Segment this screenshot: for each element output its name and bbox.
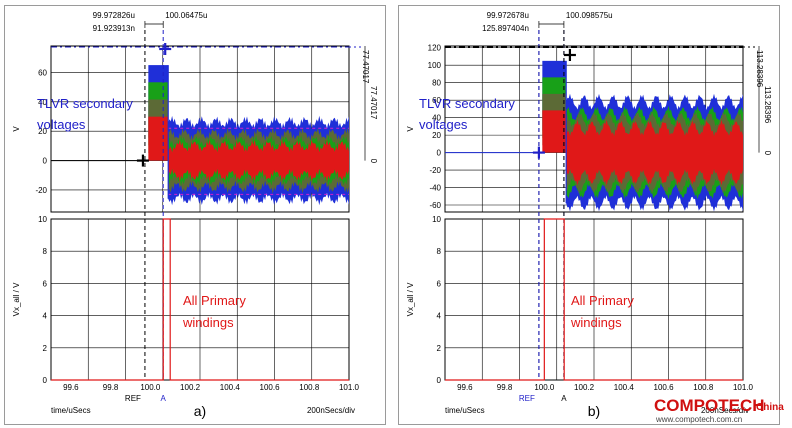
x-tick-label: 99.8 [103, 383, 119, 392]
panel-letter: b) [588, 403, 600, 419]
right-readout-zero: 0 [763, 151, 772, 156]
y-tick-label: 0 [437, 149, 442, 158]
upper-y-axis-label: V [12, 126, 21, 132]
primary-winding-trace [51, 218, 349, 381]
a-cursor-time-label: 100.098575u [566, 11, 613, 20]
x-tick-label: 99.8 [497, 383, 513, 392]
upper-y-axis-label: V [406, 126, 415, 132]
y-tick-label: 10 [432, 215, 441, 224]
watermark-brand: COMPOTECH [654, 396, 765, 415]
cursor-delta-label: 91.923913n [93, 24, 135, 33]
primary-annotation-line1: All Primary [183, 293, 246, 308]
x-tick-label: 100.6 [654, 383, 675, 392]
y-tick-label: 0 [43, 376, 48, 385]
y-tick-label: 4 [43, 312, 48, 321]
pulse-band [542, 110, 567, 153]
a-cursor-time-label: 100.06475u [165, 11, 207, 20]
y-tick-label: -60 [429, 201, 441, 210]
y-tick-label: 2 [437, 344, 442, 353]
watermark-url: www.compotech.com.cn [655, 415, 742, 424]
chart-panel-b: -60 -40 -20 0 20 40 60 80 100 120 0 2 4 6 8 10 V Vx_all /… [398, 5, 780, 425]
secondary-voltage-band [566, 119, 743, 186]
ref-cursor-label: REF [519, 394, 535, 403]
ref-cursor-time-label: 99.972678u [487, 11, 529, 20]
x-tick-label: 99.6 [63, 383, 79, 392]
right-readout-zero: 0 [369, 159, 378, 164]
panel-letter: a) [194, 403, 206, 419]
y-tick-label: -40 [429, 184, 441, 193]
secondary-annotation-line2: voltages [37, 117, 86, 132]
right-readout-mid: 77.47017 [369, 86, 378, 120]
pulse-band [148, 116, 169, 161]
chart-svg-b: -60 -40 -20 0 20 40 60 80 100 120 0 2 4 6 8 10 V Vx_all /… [406, 11, 772, 419]
chart-svg-a: -20 0 20 40 60 0 2 4 6 8 10 V Vx_all / V 99.6 99.8 100.… [12, 11, 378, 419]
y-tick-label: 4 [437, 312, 442, 321]
y-tick-label: 60 [38, 68, 47, 77]
y-tick-label: 120 [428, 44, 442, 53]
chart-panel-a: -20 0 20 40 60 0 2 4 6 8 10 V Vx_all / V 99.6 99.8 100.… [4, 5, 386, 425]
y-tick-label: -20 [35, 186, 47, 195]
y-tick-label: 10 [38, 215, 47, 224]
right-readout-mid: 113.28396 [763, 86, 772, 124]
lower-y-axis-label: Vx_all / V [12, 282, 21, 316]
y-tick-label: 8 [43, 247, 48, 256]
y-tick-label: 0 [43, 157, 48, 166]
y-tick-label: 6 [437, 279, 442, 288]
y-tick-label: 20 [432, 131, 441, 140]
right-readout-top: 113.28396 [755, 50, 764, 88]
secondary-annotation-line2: voltages [419, 117, 468, 132]
secondary-voltage-band [168, 139, 349, 182]
x-scale-label: 200nSecs/div [307, 406, 355, 415]
x-tick-label: 99.6 [457, 383, 473, 392]
y-tick-label: 8 [437, 247, 442, 256]
primary-winding-trace [445, 218, 743, 381]
cursor-delta-label: 125.897404n [482, 24, 529, 33]
lower-y-axis-label: Vx_all / V [406, 282, 415, 316]
watermark-suffix: China [756, 402, 784, 413]
secondary-annotation-line1: TLVR secondary [419, 96, 515, 111]
x-tick-label: 100.4 [614, 383, 635, 392]
right-readout-top: 77.47017 [361, 50, 370, 84]
x-tick-label: 100.0 [140, 383, 161, 392]
x-axis-label: time/uSecs [51, 406, 91, 415]
ref-cursor-label: REF [125, 394, 141, 403]
y-tick-label: 20 [38, 127, 47, 136]
x-tick-label: 101.0 [733, 383, 754, 392]
y-tick-label: 60 [432, 96, 441, 105]
x-tick-label: 100.6 [260, 383, 281, 392]
x-tick-label: 100.0 [534, 383, 555, 392]
x-tick-label: 100.2 [574, 383, 595, 392]
x-tick-label: 101.0 [339, 383, 360, 392]
x-tick-label: 100.4 [220, 383, 241, 392]
x-tick-label: 100.8 [693, 383, 714, 392]
y-tick-label: 40 [38, 98, 47, 107]
x-tick-label: 100.2 [180, 383, 201, 392]
y-tick-label: 40 [432, 114, 441, 123]
x-tick-label: 100.8 [299, 383, 320, 392]
y-tick-label: -20 [429, 166, 441, 175]
primary-annotation-line1: All Primary [571, 293, 634, 308]
y-tick-label: 2 [43, 344, 48, 353]
y-tick-label: 80 [432, 79, 441, 88]
ref-cursor-time-label: 99.972826u [93, 11, 135, 20]
y-tick-label: 0 [437, 376, 442, 385]
y-tick-label: 6 [43, 279, 48, 288]
primary-annotation-line2: windings [570, 315, 622, 330]
a-cursor-label: A [161, 394, 167, 403]
a-cursor-label: A [561, 394, 567, 403]
x-axis-label: time/uSecs [445, 406, 485, 415]
x-scale-label: 200nSecs/div [701, 406, 749, 415]
secondary-annotation-line1: TLVR secondary [37, 96, 133, 111]
primary-annotation-line2: windings [182, 315, 234, 330]
y-tick-label: 100 [428, 61, 442, 70]
